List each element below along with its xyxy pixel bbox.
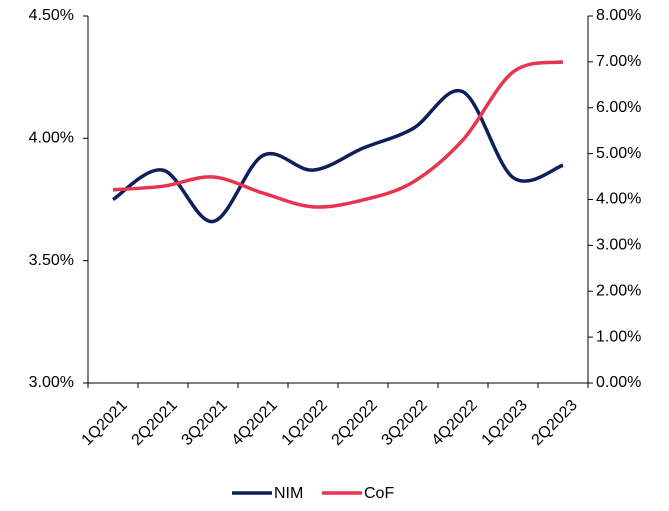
x-tick-label: 1Q2021 — [79, 397, 131, 449]
y-tick-label: 4.00% — [29, 130, 74, 147]
x-tick-label: 2Q2023 — [529, 397, 581, 449]
y2-tick-label: 1.00% — [596, 328, 641, 345]
x-tick-label: 1Q2023 — [479, 397, 531, 449]
x-tick-label: 2Q2022 — [329, 397, 381, 449]
x-tick-label: 4Q2021 — [229, 397, 281, 449]
y-tick-label: 3.00% — [29, 374, 74, 391]
x-tick-label: 2Q2021 — [129, 397, 181, 449]
y2-tick-label: 8.00% — [596, 7, 641, 24]
series-line — [112, 60, 564, 209]
x-tick-label: 4Q2022 — [429, 397, 481, 449]
y2-tick-label: 4.00% — [596, 191, 641, 208]
y-tick-label: 4.50% — [29, 7, 74, 24]
y2-tick-label: 0.00% — [596, 374, 641, 391]
y2-tick-label: 6.00% — [596, 99, 641, 116]
series-line — [112, 88, 564, 224]
y-tick-label: 3.50% — [29, 252, 74, 269]
legend-label: CoF — [364, 485, 394, 502]
y2-tick-label: 3.00% — [596, 237, 641, 254]
x-tick-label: 3Q2022 — [379, 397, 431, 449]
legend-label: NIM — [274, 485, 303, 502]
y2-tick-label: 5.00% — [596, 145, 641, 162]
x-tick-label: 3Q2021 — [179, 397, 231, 449]
y2-tick-label: 7.00% — [596, 53, 641, 70]
x-tick-label: 1Q2022 — [279, 397, 331, 449]
y2-tick-label: 2.00% — [596, 282, 641, 299]
